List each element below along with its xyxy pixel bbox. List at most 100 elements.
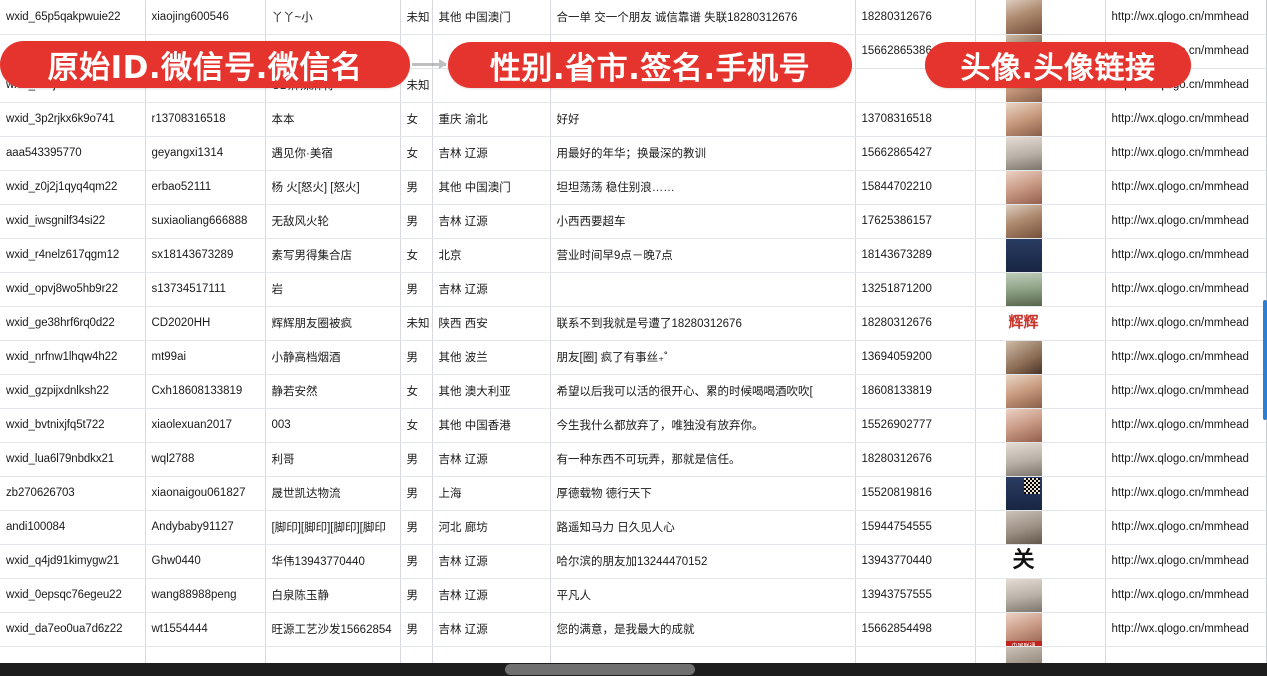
cell-phone[interactable]: 13708316518 bbox=[855, 102, 976, 137]
table-row[interactable]: wxid_nrfnw1lhqw4h22 mt99ai 小静高档烟酒男其他 波兰 朋友[… bbox=[0, 340, 1267, 375]
cell-wechat-name[interactable]: 003 bbox=[265, 408, 401, 443]
cell-gender[interactable]: 男 bbox=[400, 578, 433, 613]
cell-avatar[interactable] bbox=[975, 0, 1106, 35]
cell-wechat-name[interactable]: 晟世凯达物流 bbox=[265, 476, 401, 511]
cell-region[interactable]: 河北 廊坊 bbox=[432, 510, 551, 545]
cell-avatar[interactable] bbox=[975, 102, 1106, 137]
cell-avatar[interactable] bbox=[975, 238, 1106, 273]
cell-region[interactable]: 吉林 辽源 bbox=[432, 272, 551, 307]
horizontal-scrollbar-thumb[interactable] bbox=[505, 664, 695, 675]
cell-wechat-name[interactable]: 小静高档烟酒 bbox=[265, 340, 401, 375]
cell-avatar-url[interactable]: http://wx.qlogo.cn/mmhead bbox=[1105, 170, 1267, 205]
cell-wechat-name[interactable]: 白泉陈玉静 bbox=[265, 578, 401, 613]
table-row[interactable]: wxid_gzpijxdnlksh22 Cxh18608133819 静若安然女其他… bbox=[0, 374, 1267, 409]
cell-avatar-url[interactable]: http://wx.qlogo.cn/mmhead bbox=[1105, 476, 1267, 511]
cell-signature[interactable]: 厚德载物 德行天下 bbox=[550, 476, 856, 511]
cell-phone[interactable]: 13694059200 bbox=[855, 340, 976, 375]
table-row[interactable]: aaa543395770 geyangxi1314 遇见你·美宿女吉林 辽源 用最好的… bbox=[0, 136, 1267, 171]
table-row[interactable]: wxid_opvj8wo5hb9r22 s13734517111 岩男吉林 辽源 13… bbox=[0, 272, 1267, 307]
cell-avatar[interactable] bbox=[975, 578, 1106, 613]
cell-avatar-url[interactable]: http://wx.qlogo.cn/mmhead bbox=[1105, 442, 1267, 477]
table-row[interactable]: wxid_da7eo0ua7d6z22 wt1554444 旺源工艺沙发156628… bbox=[0, 612, 1267, 647]
cell-signature[interactable] bbox=[550, 272, 856, 307]
cell-region[interactable]: 吉林 辽源 bbox=[432, 442, 551, 477]
cell-wechat-name[interactable]: 遇见你·美宿 bbox=[265, 136, 401, 171]
cell-avatar[interactable] bbox=[975, 510, 1106, 545]
table-row[interactable]: wxid_z0j2j1qyq4qm22 erbao52111 杨 火[怒火] [怒火… bbox=[0, 170, 1267, 205]
cell-wechat-name[interactable]: [脚印][脚印][脚印][脚印 bbox=[265, 510, 401, 545]
cell-phone[interactable]: 15662865427 bbox=[855, 136, 976, 171]
cell-avatar-url[interactable]: http://wx.qlogo.cn/mmhead bbox=[1105, 306, 1267, 341]
cell-wechat-id[interactable]: Ghw0440 bbox=[145, 544, 266, 579]
cell-original-id[interactable]: wxid_3p2rjkx6k9o741 bbox=[0, 102, 146, 137]
cell-avatar[interactable] bbox=[975, 272, 1106, 307]
table-row[interactable]: wxid_0epsqc76egeu22 wang88988peng 白泉陈玉静男吉林… bbox=[0, 578, 1267, 613]
cell-original-id[interactable]: wxid_bvtnixjfq5t722 bbox=[0, 408, 146, 443]
cell-wechat-id[interactable]: xiaolexuan2017 bbox=[145, 408, 266, 443]
table-row[interactable]: wxid_r4nelz617qgm12 sx18143673289 素写男得集合店女… bbox=[0, 238, 1267, 273]
cell-wechat-id[interactable]: xiaojing600546 bbox=[145, 0, 266, 35]
cell-original-id[interactable]: wxid_z0j2j1qyq4qm22 bbox=[0, 170, 146, 205]
cell-region[interactable]: 其他 中国澳门 bbox=[432, 170, 551, 205]
cell-avatar[interactable]: 中国联通 bbox=[975, 612, 1106, 647]
cell-signature[interactable]: 今生我什么都放弃了，唯独没有放弃你。 bbox=[550, 408, 856, 443]
cell-signature[interactable]: 好好 bbox=[550, 102, 856, 137]
cell-original-id[interactable]: wxid_gzpijxdnlksh22 bbox=[0, 374, 146, 409]
cell-region[interactable]: 陕西 西安 bbox=[432, 306, 551, 341]
cell-signature[interactable]: 坦坦荡荡 稳住别浪…… bbox=[550, 170, 856, 205]
cell-region[interactable]: 吉林 辽源 bbox=[432, 578, 551, 613]
horizontal-scrollbar[interactable] bbox=[0, 663, 1267, 676]
cell-original-id[interactable]: wxid_lua6l79nbdkx21 bbox=[0, 442, 146, 477]
cell-signature[interactable]: 哈尔滨的朋友加13244470152 bbox=[550, 544, 856, 579]
cell-phone[interactable]: 17625386157 bbox=[855, 204, 976, 239]
cell-phone[interactable]: 18143673289 bbox=[855, 238, 976, 273]
cell-region[interactable]: 吉林 辽源 bbox=[432, 204, 551, 239]
cell-gender[interactable]: 未知 bbox=[400, 0, 433, 35]
cell-phone[interactable]: 13251871200 bbox=[855, 272, 976, 307]
cell-avatar[interactable] bbox=[975, 136, 1106, 171]
cell-region[interactable]: 吉林 辽源 bbox=[432, 544, 551, 579]
table-row[interactable]: wxid_65p5qakpwuie22 xiaojing600546 丫丫~小 未知其… bbox=[0, 0, 1267, 35]
cell-gender[interactable]: 男 bbox=[400, 170, 433, 205]
cell-avatar[interactable]: 辉辉 bbox=[975, 306, 1106, 341]
cell-wechat-name[interactable]: 岩 bbox=[265, 272, 401, 307]
cell-signature[interactable]: 平凡人 bbox=[550, 578, 856, 613]
cell-avatar-url[interactable]: http://wx.qlogo.cn/mmhead bbox=[1105, 408, 1267, 443]
cell-wechat-id[interactable]: Andybaby91127 bbox=[145, 510, 266, 545]
cell-region[interactable]: 其他 波兰 bbox=[432, 340, 551, 375]
vertical-scrollbar-thumb[interactable] bbox=[1263, 300, 1267, 420]
cell-avatar-url[interactable]: http://wx.qlogo.cn/mmhead bbox=[1105, 612, 1267, 647]
cell-gender[interactable]: 女 bbox=[400, 374, 433, 409]
cell-wechat-id[interactable]: xiaonaigou061827 bbox=[145, 476, 266, 511]
cell-avatar[interactable] bbox=[975, 204, 1106, 239]
cell-wechat-name[interactable]: 杨 火[怒火] [怒火] bbox=[265, 170, 401, 205]
cell-wechat-id[interactable]: geyangxi1314 bbox=[145, 136, 266, 171]
cell-original-id[interactable]: wxid_nrfnw1lhqw4h22 bbox=[0, 340, 146, 375]
cell-phone[interactable]: 18280312676 bbox=[855, 0, 976, 35]
cell-gender[interactable]: 男 bbox=[400, 612, 433, 647]
cell-signature[interactable]: 路遥知马力 日久见人心 bbox=[550, 510, 856, 545]
cell-signature[interactable]: 联系不到我就是号遭了18280312676 bbox=[550, 306, 856, 341]
cell-wechat-name[interactable]: 丫丫~小 bbox=[265, 0, 401, 35]
cell-gender[interactable]: 男 bbox=[400, 204, 433, 239]
cell-wechat-name[interactable]: 利哥 bbox=[265, 442, 401, 477]
cell-original-id[interactable]: aaa543395770 bbox=[0, 136, 146, 171]
cell-wechat-id[interactable]: Cxh18608133819 bbox=[145, 374, 266, 409]
cell-gender[interactable]: 女 bbox=[400, 136, 433, 171]
cell-gender[interactable]: 女 bbox=[400, 238, 433, 273]
cell-original-id[interactable]: wxid_r4nelz617qgm12 bbox=[0, 238, 146, 273]
cell-original-id[interactable]: zb270626703 bbox=[0, 476, 146, 511]
cell-avatar[interactable] bbox=[975, 170, 1106, 205]
cell-wechat-id[interactable]: suxiaoliang666888 bbox=[145, 204, 266, 239]
cell-avatar[interactable] bbox=[975, 340, 1106, 375]
cell-avatar-url[interactable]: http://wx.qlogo.cn/mmhead bbox=[1105, 0, 1267, 35]
cell-phone[interactable]: 15944754555 bbox=[855, 510, 976, 545]
cell-wechat-name[interactable]: 华伟13943770440 bbox=[265, 544, 401, 579]
cell-wechat-id[interactable]: wt1554444 bbox=[145, 612, 266, 647]
cell-gender[interactable]: 未知 bbox=[400, 306, 433, 341]
cell-wechat-id[interactable]: mt99ai bbox=[145, 340, 266, 375]
cell-signature[interactable]: 有一种东西不可玩弄，那就是信任。 bbox=[550, 442, 856, 477]
cell-avatar-url[interactable]: http://wx.qlogo.cn/mmhead bbox=[1105, 578, 1267, 613]
cell-region[interactable]: 其他 中国香港 bbox=[432, 408, 551, 443]
cell-gender[interactable]: 男 bbox=[400, 442, 433, 477]
